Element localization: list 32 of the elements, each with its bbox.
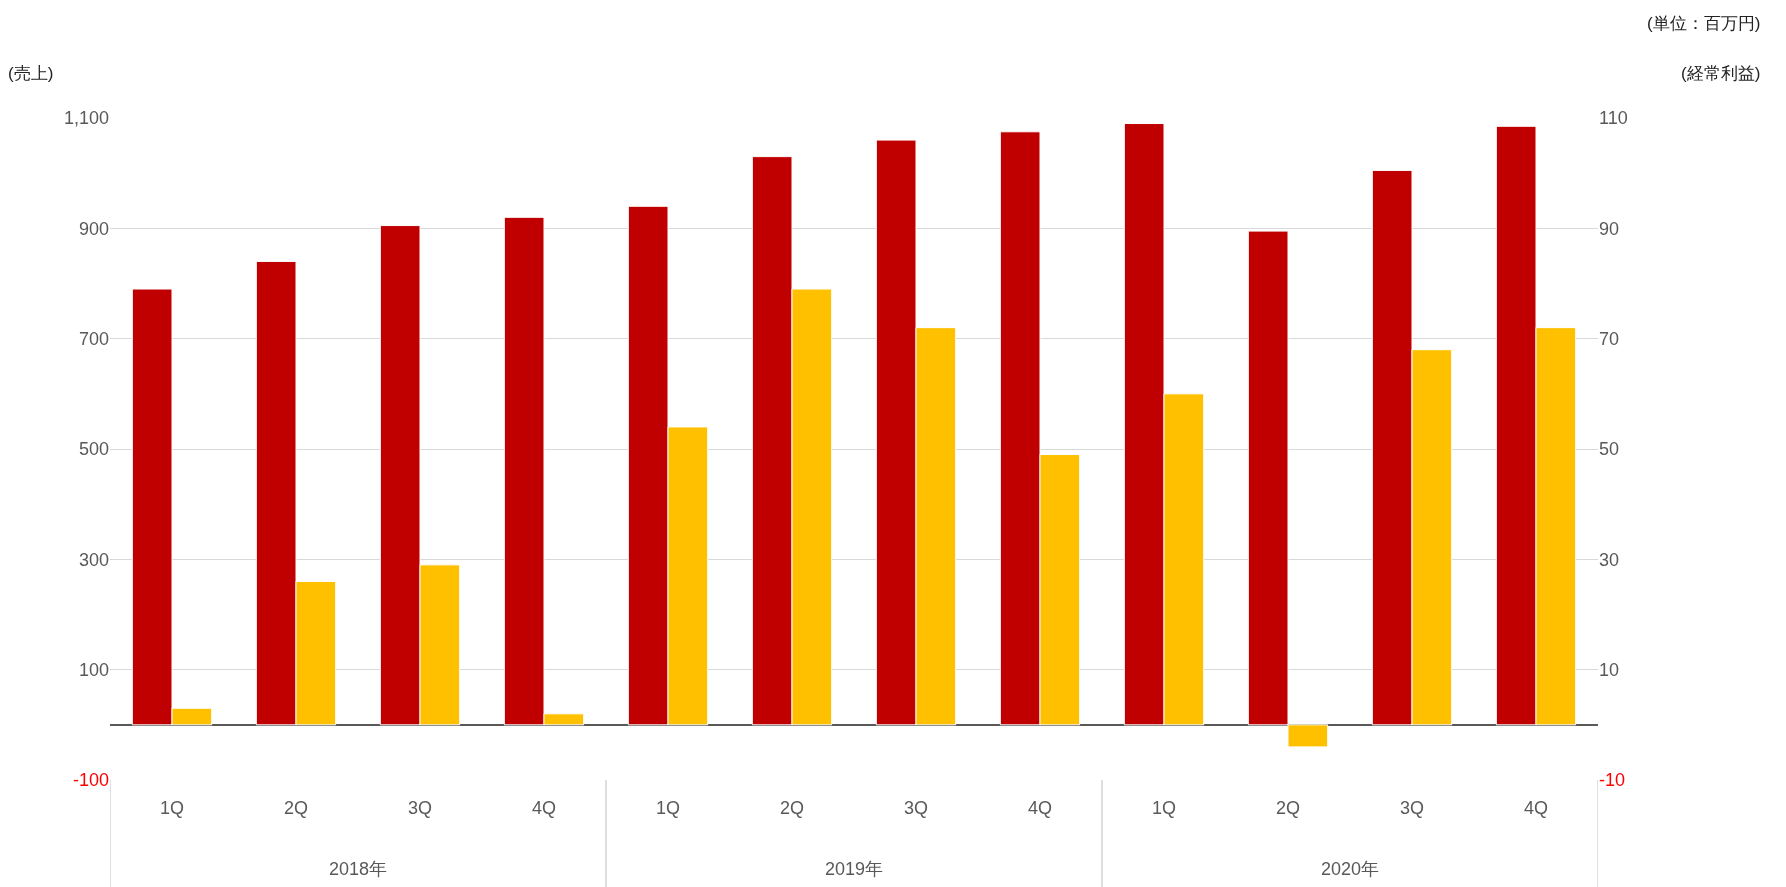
x-tick-label: 1Q — [655, 798, 681, 818]
x-tick-label: 2Q — [1275, 798, 1301, 818]
x-tick-label: 2Q — [283, 798, 309, 818]
text: 2018年 — [329, 859, 388, 879]
x-tick-label: 1Q — [1151, 798, 1177, 818]
y2-tick-label: 90 — [1599, 218, 1620, 239]
x-tick-label: 4Q — [1027, 798, 1053, 818]
y2-tick-label: -10 — [1599, 770, 1626, 791]
x-tick-label: 3Q — [903, 798, 929, 818]
y-tick-label: 500 — [78, 439, 109, 460]
x-tick-label: 3Q — [407, 798, 433, 818]
text: 2020年 — [1321, 859, 1380, 879]
x-tick-label: 2Q — [779, 798, 805, 818]
y-axis-title: (売上) — [8, 64, 54, 83]
x-tick-label: 1Q — [159, 798, 185, 818]
y2-tick-label: 110 — [1599, 108, 1628, 129]
text: (単位：百万円) — [1647, 14, 1761, 33]
x-tick-label: 3Q — [1399, 798, 1425, 818]
y-tick-label: -100 — [72, 770, 109, 791]
y2-tick-label: 10 — [1599, 659, 1620, 680]
y-tick-label: 700 — [78, 328, 109, 349]
y2-axis-title: (経常利益) — [1681, 64, 1761, 83]
y-tick-label: 100 — [78, 659, 109, 680]
y-tick-label: 300 — [78, 549, 109, 570]
y2-tick-label: 70 — [1599, 328, 1620, 349]
x-tick-label: 4Q — [1523, 798, 1549, 818]
x-tick-label: 4Q — [531, 798, 557, 818]
y-tick-label: 900 — [78, 218, 109, 239]
y2-tick-label: 50 — [1599, 439, 1620, 460]
text: 2019年 — [825, 859, 884, 879]
y2-tick-label: 30 — [1599, 549, 1620, 570]
y-tick-label: 1,100 — [63, 108, 109, 129]
